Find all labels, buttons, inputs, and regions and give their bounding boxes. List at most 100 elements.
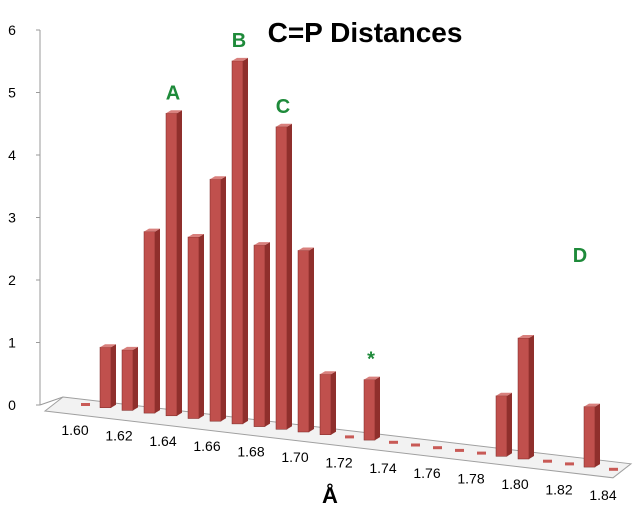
bar-side-face	[265, 242, 270, 427]
bar-front-face	[517, 337, 530, 460]
bar	[165, 110, 182, 417]
bar-top-face	[210, 176, 226, 180]
bar-top-face	[320, 371, 336, 375]
x-tick-label: 1.66	[193, 438, 220, 454]
bar	[275, 123, 292, 430]
bar	[121, 346, 138, 411]
bar-side-face	[507, 392, 512, 457]
bar-zero-marker	[477, 451, 486, 455]
chart-walls	[39, 30, 64, 406]
bar-side-face	[331, 371, 336, 435]
bar-top-face	[584, 403, 600, 407]
bar	[231, 57, 248, 425]
bar-top-face	[122, 346, 138, 350]
bar-front-face	[187, 236, 200, 419]
bar	[477, 451, 486, 455]
y-tick-label: 1	[8, 335, 16, 351]
bar-side-face	[199, 234, 204, 419]
bar	[389, 440, 398, 444]
x-tick-label: 1.84	[589, 487, 616, 503]
bar-front-face	[363, 379, 376, 441]
bar-front-face	[231, 60, 244, 425]
y-tick-label: 3	[8, 210, 16, 226]
bar	[319, 371, 336, 435]
bars-group	[81, 57, 618, 471]
bar	[517, 335, 534, 460]
bar	[433, 446, 442, 450]
chart-title: C=P Distances	[268, 17, 463, 48]
bar-side-face	[243, 57, 248, 424]
bar	[143, 228, 160, 414]
y-tick-label: 4	[8, 147, 16, 163]
bar-side-face	[155, 228, 160, 414]
bar-top-face	[166, 110, 182, 114]
bar-top-face	[188, 234, 204, 237]
bar	[297, 247, 314, 433]
bar	[363, 376, 380, 441]
bar	[565, 462, 574, 466]
bar-side-face	[529, 335, 534, 459]
bar-front-face	[583, 406, 596, 468]
bar-top-face	[496, 392, 512, 396]
annotation-label: D	[573, 245, 587, 267]
bar-side-face	[177, 110, 182, 416]
bar	[81, 403, 90, 406]
bar-zero-marker	[345, 435, 354, 439]
bar-zero-marker	[543, 459, 552, 463]
bar-side-face	[309, 247, 314, 432]
bar-zero-marker	[389, 440, 398, 444]
bar-top-face	[232, 57, 248, 61]
x-tick-label: 1.62	[105, 427, 132, 443]
bar	[209, 176, 226, 422]
bar-zero-marker	[81, 403, 90, 406]
bar-front-face	[121, 349, 134, 411]
bar-top-face	[100, 344, 116, 348]
bar-zero-marker	[433, 446, 442, 450]
bar	[187, 234, 204, 419]
bar-side-face	[221, 176, 226, 422]
bar-front-face	[275, 126, 288, 430]
y-tick-label: 6	[8, 22, 16, 38]
x-tick-label: 1.78	[457, 471, 484, 487]
bar	[495, 392, 512, 457]
bar-zero-marker	[565, 462, 574, 466]
bar	[609, 467, 618, 471]
x-tick-label: 1.72	[325, 454, 352, 470]
bar-front-face	[319, 373, 332, 435]
bar	[411, 443, 420, 447]
bar	[345, 435, 354, 439]
bar	[455, 448, 464, 452]
y-tick-label: 0	[8, 397, 16, 413]
x-tick-label: 1.64	[149, 433, 176, 449]
bar-side-face	[133, 346, 138, 411]
x-tick-label: 1.74	[369, 460, 396, 476]
bar-front-face	[165, 113, 178, 417]
bar-side-face	[287, 123, 292, 430]
bar-front-face	[495, 395, 508, 457]
wall-corner-line	[39, 396, 64, 406]
x-tick-label: 1.70	[281, 449, 308, 465]
bar-top-face	[254, 242, 270, 246]
bar	[253, 242, 270, 427]
annotation-label: C	[276, 96, 290, 118]
annotation-label: *	[367, 349, 375, 371]
y-tick-label: 5	[8, 85, 16, 101]
bar-side-face	[595, 403, 600, 468]
annotation-label: B	[232, 30, 246, 52]
bar	[99, 344, 116, 408]
bar	[543, 459, 552, 463]
bar	[583, 403, 600, 468]
bar-top-face	[144, 228, 160, 232]
bar-side-face	[111, 344, 116, 408]
y-tick-label: 2	[8, 272, 16, 288]
x-tick-label: 1.80	[501, 476, 528, 492]
bar-front-face	[209, 178, 222, 422]
bar-front-face	[253, 244, 266, 427]
annotations-group: A B C * D	[166, 30, 587, 371]
y-axis-ticks: 0 1 2 3 4 5 6	[8, 22, 40, 413]
annotation-label: A	[166, 82, 180, 104]
x-tick-label: 1.68	[237, 444, 264, 460]
bar-zero-marker	[455, 448, 464, 452]
